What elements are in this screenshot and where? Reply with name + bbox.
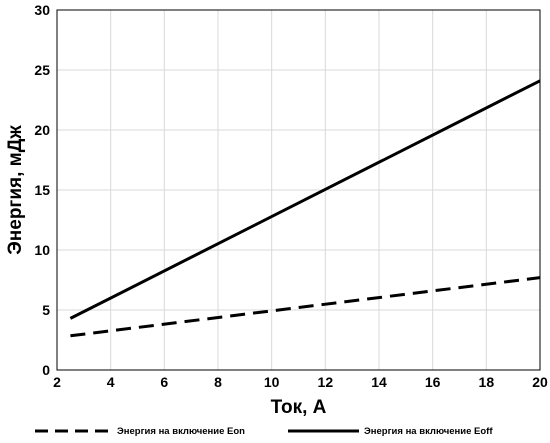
y-axis-title: Энергия, мДж [5,125,26,255]
y-tick-label-30: 30 [34,2,50,18]
y-axis-ticks: 0 5 10 15 20 25 30 [34,2,50,378]
plot-frame [56,9,541,371]
series-layer [69,79,541,338]
y-tick-label-10: 10 [34,242,50,258]
x-axis-ticks: 2 4 6 8 10 12 14 16 18 20 [53,374,548,390]
y-tick-label-5: 5 [42,302,50,318]
y-tick-label-20: 20 [34,122,50,138]
x-tick-label-16: 16 [425,374,441,390]
x-tick-label-6: 6 [160,374,168,390]
x-tick-label-12: 12 [318,374,334,390]
x-tick-label-10: 10 [264,374,280,390]
y-tick-label-0: 0 [42,362,50,378]
y-tick-label-15: 15 [34,182,50,198]
legend-label-eon: Энергия на включение Eon [117,426,245,437]
series-line-eon [70,276,541,338]
x-axis-title: Ток, А [271,397,327,418]
grid [57,10,540,370]
x-tick-label-18: 18 [479,374,495,390]
x-tick-label-20: 20 [532,374,548,390]
x-tick-label-14: 14 [371,374,387,390]
x-tick-label-8: 8 [214,374,222,390]
y-tick-label-25: 25 [34,62,50,78]
legend-item-eoff: Энергия на включение Eoff [288,426,493,437]
x-tick-label-4: 4 [107,374,115,390]
legend-label-eoff: Энергия на включение Eoff [364,426,493,437]
series-line-eoff [69,79,541,320]
legend-item-eon: Энергия на включение Eon [35,426,245,437]
legend: Энергия на включение Eon Энергия на вклю… [35,426,493,437]
x-tick-label-2: 2 [53,374,61,390]
